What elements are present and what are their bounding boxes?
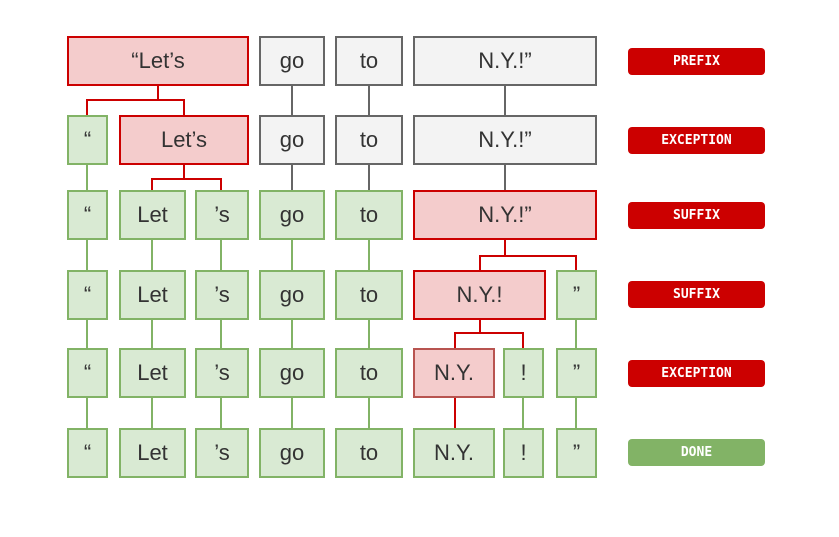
- token-box: go: [259, 190, 325, 240]
- token-box: N.Y.: [413, 428, 495, 478]
- token-box: ’s: [195, 428, 249, 478]
- token-box: to: [335, 36, 403, 86]
- token-box: Let: [119, 270, 186, 320]
- token-box: ’s: [195, 270, 249, 320]
- token-box: N.Y.: [413, 348, 495, 398]
- connector-line: [151, 165, 185, 190]
- token-box: !: [503, 348, 544, 398]
- token-box: go: [259, 270, 325, 320]
- connector-line: [480, 332, 524, 348]
- token-box: to: [335, 115, 403, 165]
- connector-line: [86, 86, 159, 115]
- connector-line: [454, 320, 481, 348]
- token-box: go: [259, 36, 325, 86]
- token-box: ”: [556, 348, 597, 398]
- token-box: “: [67, 190, 108, 240]
- token-box: go: [259, 348, 325, 398]
- step-badge: SUFFIX: [628, 281, 765, 308]
- connector-lines: [86, 86, 577, 428]
- token-box: ’s: [195, 190, 249, 240]
- connector-line: [479, 240, 506, 270]
- token-box: N.Y.!: [413, 270, 546, 320]
- step-badge: EXCEPTION: [628, 360, 765, 387]
- token-box: “: [67, 115, 108, 165]
- token-box: N.Y.!”: [413, 36, 597, 86]
- token-box: to: [335, 270, 403, 320]
- token-box: ”: [556, 428, 597, 478]
- token-box: Let: [119, 190, 186, 240]
- token-box: “: [67, 348, 108, 398]
- token-box: Let’s: [119, 115, 249, 165]
- token-box: “Let’s: [67, 36, 249, 86]
- connector-line: [184, 178, 222, 190]
- token-box: go: [259, 115, 325, 165]
- step-badge: DONE: [628, 439, 765, 466]
- token-box: N.Y.!”: [413, 115, 597, 165]
- token-box: “: [67, 428, 108, 478]
- token-box: !: [503, 428, 544, 478]
- step-badge: EXCEPTION: [628, 127, 765, 154]
- step-badge: SUFFIX: [628, 202, 765, 229]
- token-box: to: [335, 428, 403, 478]
- token-box: to: [335, 190, 403, 240]
- token-box: go: [259, 428, 325, 478]
- token-box: ”: [556, 270, 597, 320]
- token-box: ’s: [195, 348, 249, 398]
- token-box: N.Y.!”: [413, 190, 597, 240]
- connector-line: [505, 255, 577, 270]
- token-box: Let: [119, 348, 186, 398]
- token-box: to: [335, 348, 403, 398]
- connector-line: [158, 99, 185, 115]
- token-box: Let: [119, 428, 186, 478]
- token-box: “: [67, 270, 108, 320]
- step-badge: PREFIX: [628, 48, 765, 75]
